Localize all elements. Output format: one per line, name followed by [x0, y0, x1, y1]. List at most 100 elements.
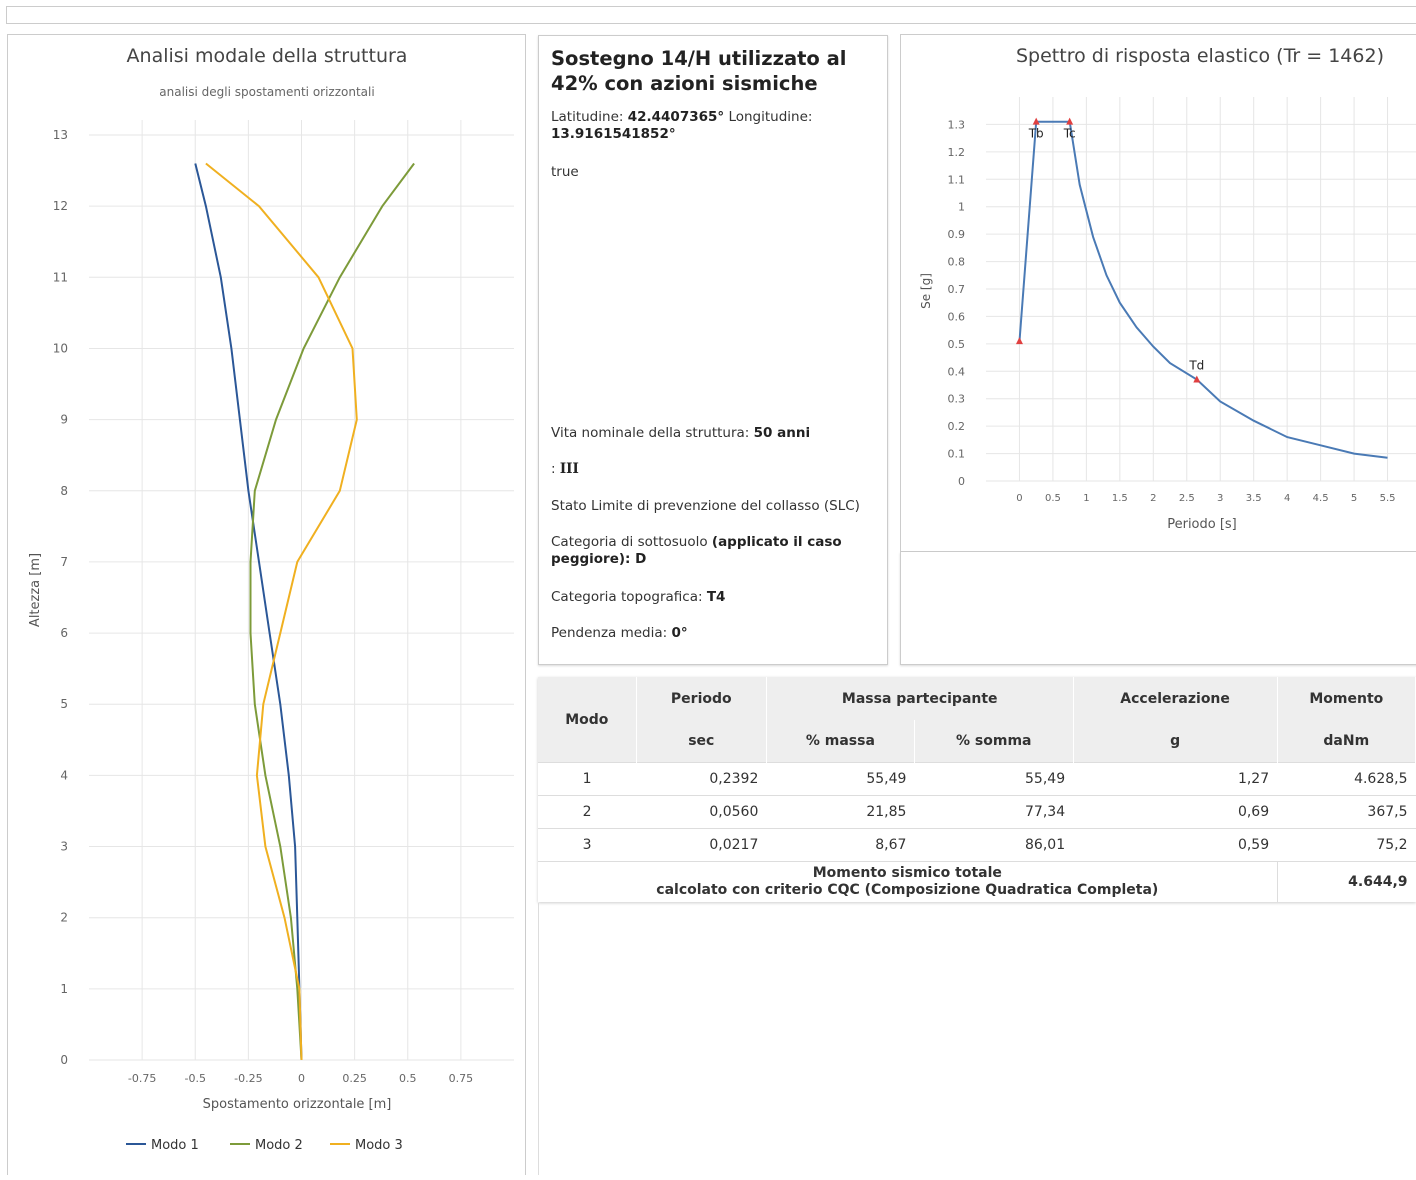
divider: [538, 903, 539, 1175]
spectrum-panel: Spettro di risposta elastico (Tr = 1462)…: [900, 34, 1416, 552]
unit-momento: daNm: [1277, 720, 1416, 763]
longitude-label: Longitudine:: [728, 109, 813, 125]
cell-momento: 4.628,5: [1277, 762, 1416, 796]
modal-analysis-chart: Analisi modale della struttura analisi d…: [28, 45, 514, 1153]
info-title: Sostegno 14/H utilizzato al 42% con azio…: [551, 47, 847, 95]
modal-y-axis-label: Altezza [m]: [28, 553, 43, 627]
unit-somma: % somma: [914, 720, 1074, 763]
modal-x-tick-label: -0.75: [128, 1072, 156, 1085]
vita-nominale: Vita nominale della struttura: 50 anni: [551, 425, 881, 442]
topo-label: Categoria topografica:: [551, 589, 703, 605]
spectrum-x-tick-label: 0: [1016, 493, 1022, 504]
header-modo: Modo: [538, 677, 637, 763]
latitude-label: Latitudine:: [551, 109, 624, 125]
longitude-value: 13.9161541852°: [551, 126, 676, 142]
spectrum-y-tick-label: 0.1: [948, 448, 966, 461]
spectrum-y-tick-label: 1.3: [948, 118, 966, 131]
spectrum-y-tick-label: 0.3: [948, 393, 966, 406]
vita-label: Vita nominale della struttura:: [551, 425, 750, 441]
legend-item: Modo 3: [355, 1138, 403, 1153]
table-row: 2 0,0560 21,85 77,34 0,69 367,5: [538, 795, 1416, 829]
spectrum-y-tick-label: 0.7: [948, 283, 966, 296]
spectrum-y-axis-label: Se [g]: [919, 273, 933, 309]
spectrum-y-tick-label: 0.2: [948, 420, 966, 433]
unit-massa: % massa: [766, 720, 915, 763]
spectrum-marker: [1066, 117, 1074, 125]
spectrum-x-tick-label: 1.5: [1112, 493, 1128, 504]
table-row: 3 0,0217 8,67 86,01 0,59 75,2: [538, 828, 1416, 862]
spectrum-marker: [1032, 117, 1040, 125]
vita-value: 50 anni: [753, 425, 811, 441]
modal-x-tick-label: -0.5: [185, 1072, 206, 1085]
top-bar: [6, 6, 1416, 24]
spectrum-x-tick-label: 1: [1083, 493, 1089, 504]
unit-accelerazione: g: [1073, 720, 1278, 763]
cell-somma: 55,49: [914, 762, 1074, 796]
spectrum-y-tick-label: 0: [958, 475, 965, 488]
cell-modo: 3: [538, 828, 637, 862]
cell-massa: 8,67: [766, 828, 915, 862]
spectrum-x-tick-label: 2.5: [1179, 493, 1195, 504]
spectrum-x-tick-label: 3.5: [1246, 493, 1262, 504]
cell-periodo: 0,2392: [636, 762, 767, 796]
spectrum-marker-label: Tc: [1063, 127, 1076, 141]
total-value: 4.644,9: [1276, 861, 1416, 902]
spectrum-y-tick-label: 0.9: [948, 228, 966, 241]
modal-series-line: [205, 162, 358, 1061]
modal-results-table: Modo Periodo Massa partecipante Accelera…: [538, 677, 1416, 902]
categoria-label: Categoria di sottosuolo: [551, 534, 708, 550]
cell-modo: 1: [538, 762, 637, 796]
cell-accelerazione: 0,69: [1073, 795, 1278, 829]
modal-series-line: [249, 162, 415, 1061]
classe-uso: : III: [551, 461, 881, 478]
classe-value: III: [559, 461, 579, 477]
pendenza-value: 0°: [671, 625, 688, 641]
header-massa: Massa partecipante: [766, 677, 1074, 720]
spectrum-x-tick-label: 4.5: [1313, 493, 1329, 504]
modal-y-tick-label: 0: [60, 1053, 68, 1067]
total-label: Momento sismico totale: [812, 865, 1002, 881]
cell-momento: 367,5: [1277, 795, 1416, 829]
spectrum-chart: Spettro di risposta elastico (Tr = 1462)…: [919, 45, 1416, 532]
modal-x-tick-label: 0: [298, 1072, 305, 1085]
cell-accelerazione: 1,27: [1073, 762, 1278, 796]
modal-y-tick-label: 10: [53, 341, 68, 355]
spectrum-y-tick-label: 0.5: [948, 338, 966, 351]
modal-y-tick-label: 12: [53, 199, 68, 213]
cell-somma: 86,01: [914, 828, 1074, 862]
modal-x-tick-label: 0.25: [342, 1072, 367, 1085]
legend-item: Modo 1: [151, 1138, 199, 1153]
spectrum-y-tick-label: 1.2: [948, 146, 966, 159]
flag-text: true: [551, 164, 579, 180]
modal-y-tick-label: 8: [60, 484, 68, 498]
spectrum-series-line: [1018, 120, 1388, 459]
pendenza-label: Pendenza media:: [551, 625, 668, 641]
classe-label: :: [551, 461, 556, 477]
spectrum-x-axis-label: Periodo [s]: [1167, 517, 1237, 532]
header-accelerazione: Accelerazione: [1073, 677, 1278, 720]
modal-y-tick-label: 3: [60, 840, 68, 854]
modal-y-tick-label: 9: [60, 413, 68, 427]
header-periodo: Periodo: [636, 677, 767, 720]
cell-periodo: 0,0560: [636, 795, 767, 829]
spectrum-marker: [1015, 337, 1023, 345]
header-momento: Momento: [1277, 677, 1416, 720]
total-label-cell: Momento sismico totale calcolato con cri…: [538, 861, 1278, 902]
cell-somma: 77,34: [914, 795, 1074, 829]
legend-item: Modo 2: [255, 1138, 303, 1153]
cell-massa: 21,85: [766, 795, 915, 829]
modal-chart-title: Analisi modale della struttura: [127, 45, 408, 67]
modal-y-tick-label: 11: [53, 270, 68, 284]
modal-y-tick-label: 6: [60, 626, 68, 640]
latitude-value: 42.4407365°: [627, 109, 725, 125]
modal-y-tick-label: 5: [60, 697, 68, 711]
table-row: 1 0,2392 55,49 55,49 1,27 4.628,5: [538, 762, 1416, 796]
spectrum-x-tick-label: 5: [1351, 493, 1357, 504]
cell-massa: 55,49: [766, 762, 915, 796]
spectrum-panel-footer: [900, 552, 1416, 665]
modal-x-tick-label: 0.5: [399, 1072, 417, 1085]
spectrum-x-tick-label: 0.5: [1045, 493, 1061, 504]
spectrum-x-tick-label: 4: [1284, 493, 1290, 504]
categoria-sottosuolo: Categoria di sottosuolo (applicato il ca…: [551, 534, 881, 568]
modal-analysis-panel: Analisi modale della struttura analisi d…: [7, 34, 526, 1175]
